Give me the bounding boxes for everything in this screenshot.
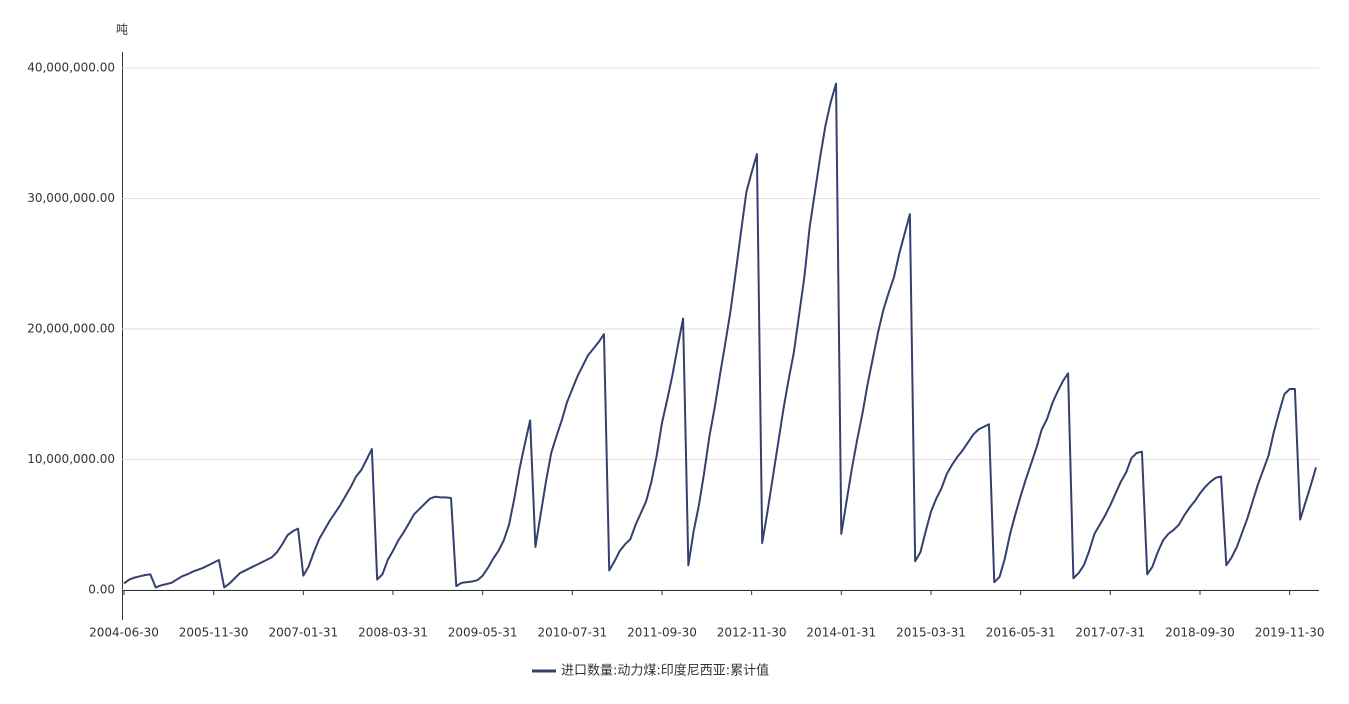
- x-tick-label: 2005-11-30: [179, 626, 249, 640]
- x-tick-label: 2008-03-31: [358, 626, 428, 640]
- y-tick-label: 40,000,000.00: [27, 61, 115, 75]
- x-tick-label: 2011-09-30: [627, 626, 697, 640]
- x-tick-label: 2017-07-31: [1075, 626, 1145, 640]
- legend-label: 进口数量:动力煤:印度尼西亚:累计值: [561, 663, 769, 679]
- x-tick-label: 2010-07-31: [537, 626, 607, 640]
- data-line: [123, 82, 1317, 589]
- y-tick-label: 30,000,000.00: [27, 191, 115, 205]
- y-tick-label: 10,000,000.00: [27, 452, 115, 466]
- x-tick-label: 2015-03-31: [896, 626, 966, 640]
- x-tick-label: 2004-06-30: [89, 626, 159, 640]
- x-tick-label: 2012-11-30: [717, 626, 787, 640]
- y-tick-label: 0.00: [88, 583, 115, 597]
- y-tick-label: 20,000,000.00: [27, 322, 115, 336]
- x-tick-label: 2014-01-31: [806, 626, 876, 640]
- x-tick-label: 2019-11-30: [1255, 626, 1325, 640]
- y-axis-unit: 吨: [116, 23, 128, 37]
- x-tick-label: 2018-09-30: [1165, 626, 1235, 640]
- x-tick-label: 2016-05-31: [986, 626, 1056, 640]
- x-tick-label: 2007-01-31: [268, 626, 338, 640]
- x-tick-label: 2009-05-31: [448, 626, 518, 640]
